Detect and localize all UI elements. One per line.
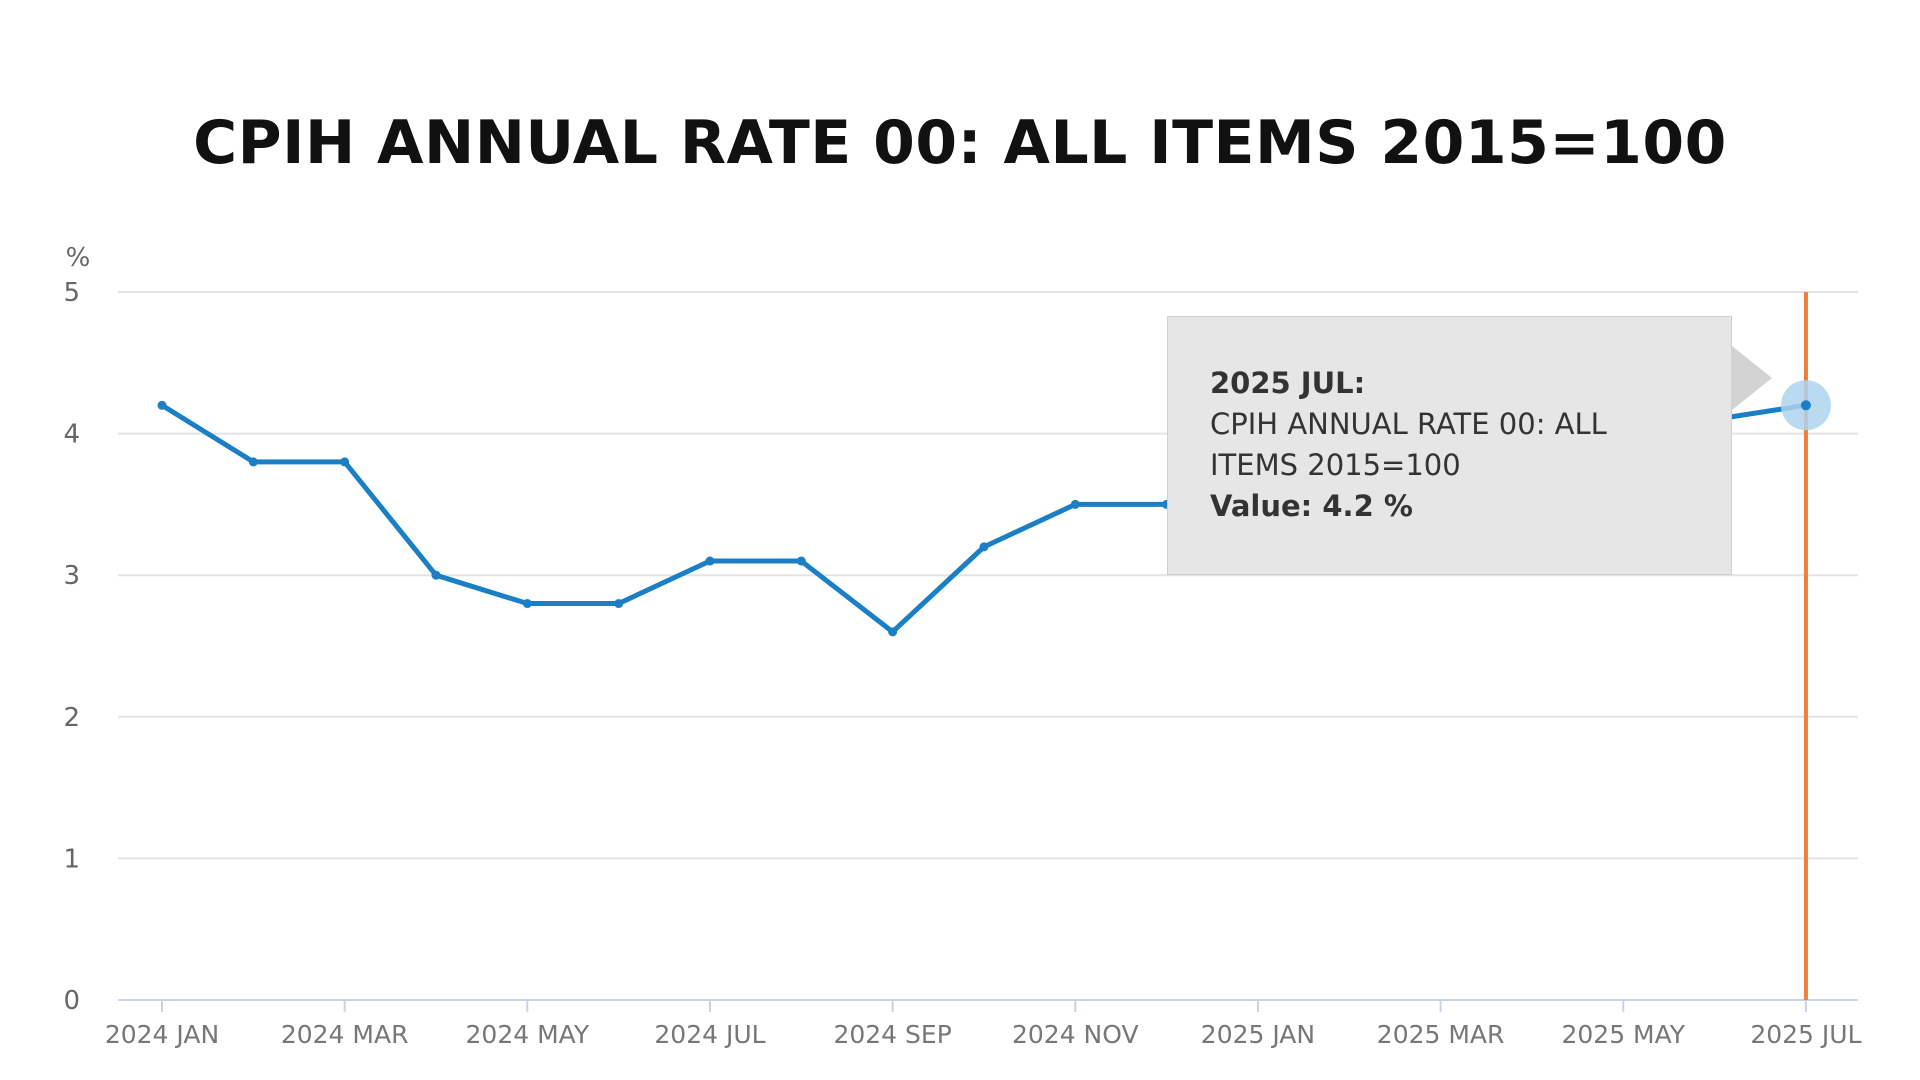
y-tick-label: 1 xyxy=(63,844,80,874)
x-tick-label: 2024 JAN xyxy=(105,1020,219,1049)
hover-point xyxy=(1800,400,1811,411)
highlight-layer xyxy=(1780,292,1831,1000)
y-axis-label: % xyxy=(66,243,91,273)
x-tick-label: 2024 SEP xyxy=(833,1020,951,1049)
y-tick-label: 2 xyxy=(63,703,80,733)
y-tick-label: 0 xyxy=(63,986,80,1016)
x-tick-label: 2024 JUL xyxy=(654,1020,765,1049)
x-tick-label: 2024 NOV xyxy=(1012,1020,1139,1049)
x-tick-label: 2024 MAY xyxy=(466,1020,590,1049)
data-point xyxy=(796,556,806,566)
tooltip-series-name-line2: ITEMS 2015=100 xyxy=(1210,448,1461,482)
chart-title: CPIH ANNUAL RATE 00: ALL ITEMS 2015=100 xyxy=(193,108,1727,178)
x-axis-ticks: 2024 JAN 2024 MAR 2024 MAY 2024 JUL 2024 SEP… xyxy=(105,1000,1862,1049)
tooltip-value: Value: 4.2 % xyxy=(1210,489,1413,523)
data-point xyxy=(157,400,167,410)
x-tick-label: 2025 JAN xyxy=(1201,1020,1315,1049)
y-tick-label: 5 xyxy=(63,278,80,308)
data-point xyxy=(248,457,258,467)
tooltip-pointer xyxy=(1732,346,1772,410)
x-tick-label: 2025 MAR xyxy=(1377,1020,1505,1049)
y-tick-label: 3 xyxy=(63,561,80,591)
data-point xyxy=(340,457,350,467)
x-tick-label: 2025 MAY xyxy=(1561,1020,1685,1049)
y-tick-label: 4 xyxy=(63,420,80,450)
gridlines xyxy=(118,291,1858,860)
x-tick-label: 2025 JUL xyxy=(1750,1020,1861,1049)
data-point xyxy=(979,542,989,552)
data-point xyxy=(888,627,898,637)
data-point xyxy=(522,599,532,609)
data-point xyxy=(705,556,715,566)
data-point xyxy=(614,599,624,609)
x-tick-label: 2024 MAR xyxy=(281,1020,409,1049)
data-tooltip: 2025 JUL: CPIH ANNUAL RATE 00: ALL ITEMS… xyxy=(1167,316,1732,575)
tooltip-title: 2025 JUL: xyxy=(1210,366,1366,400)
data-point xyxy=(431,570,441,580)
y-axis-ticks: 0 1 2 3 4 5 xyxy=(63,278,80,1016)
tooltip-series-name-line1: CPIH ANNUAL RATE 00: ALL xyxy=(1210,407,1607,441)
data-point xyxy=(1070,499,1080,509)
